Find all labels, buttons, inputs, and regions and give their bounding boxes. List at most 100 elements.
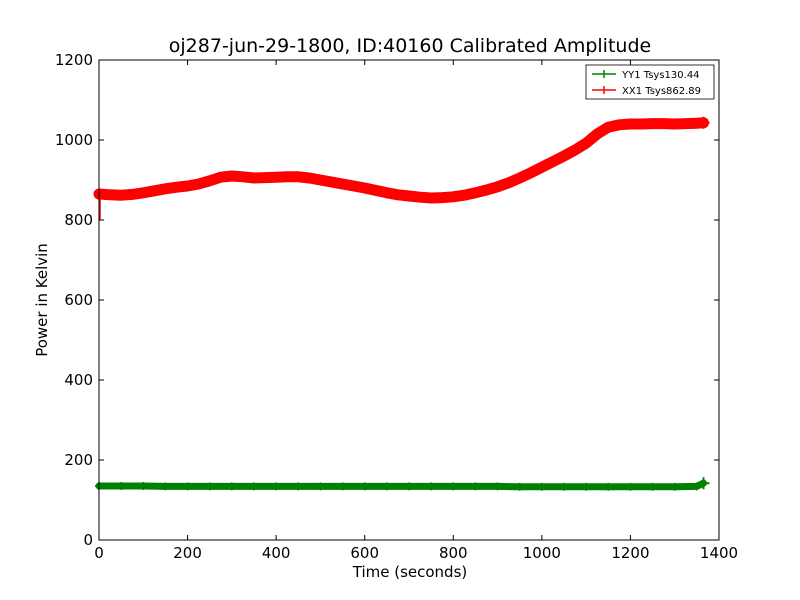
series-xx1: [93, 117, 709, 204]
data-point: [338, 180, 347, 188]
data-point: [382, 482, 391, 491]
data-point: [692, 482, 701, 491]
y-tick-label: 0: [83, 531, 93, 549]
x-tick-label: 600: [350, 544, 379, 562]
legend-box: [585, 64, 715, 100]
y-tick-label: 800: [64, 211, 93, 229]
data-point: [626, 482, 635, 491]
data-point: [183, 182, 192, 190]
data-point: [216, 173, 225, 182]
data-point: [515, 482, 524, 491]
data-point: [227, 482, 236, 491]
data-point: [460, 191, 469, 200]
y-tick-label: 600: [64, 291, 93, 309]
data-point: [272, 173, 281, 182]
data-point: [515, 174, 524, 182]
data-point: [427, 482, 436, 491]
x-tick-label: 1000: [523, 544, 561, 562]
legend-label: YY1 Tsys130.44: [621, 70, 700, 81]
data-point: [261, 173, 270, 182]
data-point: [571, 146, 580, 154]
data-point: [117, 191, 126, 200]
data-point: [537, 163, 546, 172]
data-point: [194, 180, 203, 188]
data-point: [150, 186, 159, 195]
chart-title: oj287-jun-29-1800, ID:40160 Calibrated A…: [169, 35, 651, 57]
legend-entry: YY1 Tsys130.44: [592, 70, 700, 81]
data-point: [648, 119, 657, 128]
x-tick-label: 200: [173, 544, 202, 562]
data-point: [360, 184, 369, 192]
data-point: [316, 482, 325, 491]
x-tick-label: 1400: [700, 544, 738, 562]
data-point: [283, 172, 292, 181]
legend-entry: XX1 Tsys862.89: [592, 86, 701, 97]
data-point: [582, 482, 591, 491]
legend: YY1 Tsys130.44 XX1 Tsys862.89: [585, 64, 715, 100]
data-point: [338, 482, 347, 491]
data-point: [172, 183, 181, 192]
y-tick-label: 1000: [55, 131, 93, 149]
x-tick-label: 1200: [611, 544, 649, 562]
data-point: [681, 119, 690, 128]
x-axis-label: Time (seconds): [352, 563, 468, 581]
data-point: [416, 193, 425, 202]
y-tick-label: 1200: [55, 51, 93, 69]
data-point: [360, 482, 369, 491]
data-point: [294, 482, 303, 491]
data-point: [106, 190, 115, 199]
data-point: [593, 130, 602, 138]
data-point: [449, 482, 458, 491]
data-point: [670, 120, 679, 128]
data-point: [615, 120, 624, 129]
data-point: [471, 482, 480, 491]
data-point: [548, 157, 557, 166]
data-point: [405, 482, 413, 491]
data-point: [161, 482, 170, 491]
y-axis-label: Power in Kelvin: [33, 243, 51, 357]
data-point: [161, 184, 170, 193]
data-point: [183, 482, 192, 491]
data-point: [349, 182, 358, 190]
data-point: [272, 482, 281, 491]
data-point: [393, 190, 402, 199]
data-point: [205, 482, 214, 491]
data-point: [371, 186, 380, 195]
x-tick-label: 0: [94, 544, 104, 562]
data-point: [382, 188, 391, 197]
data-point: [537, 482, 546, 491]
data-point: [427, 194, 436, 202]
data-point: [294, 172, 303, 181]
data-point: [327, 178, 336, 186]
data-point: [648, 482, 657, 491]
data-point: [227, 172, 236, 180]
data-point: [482, 186, 491, 194]
series-layer: [93, 116, 710, 491]
data-point: [493, 482, 502, 491]
data-point: [139, 188, 148, 197]
y-tick-label: 400: [64, 371, 93, 389]
data-point: [405, 192, 413, 200]
data-point: [305, 174, 314, 182]
data-point: [250, 482, 258, 491]
data-point: [449, 192, 458, 201]
data-point: [128, 190, 137, 199]
data-point: [205, 176, 214, 185]
ticks-layer: 0 200 400 600 800 1000 1200 1400 0 200 400 600 800 10…: [55, 51, 738, 562]
end-markers: [697, 116, 710, 490]
x-tick-label: 400: [262, 544, 291, 562]
data-point: [493, 182, 502, 191]
data-point: [659, 119, 668, 128]
data-point: [670, 482, 679, 491]
data-point: [560, 152, 568, 160]
data-point: [626, 120, 635, 128]
data-point: [560, 482, 568, 491]
y-tick-label: 200: [64, 451, 93, 469]
data-point: [526, 168, 535, 177]
data-point: [637, 120, 646, 128]
data-point: [471, 188, 480, 197]
data-point: [139, 482, 148, 490]
data-point: [238, 172, 247, 181]
